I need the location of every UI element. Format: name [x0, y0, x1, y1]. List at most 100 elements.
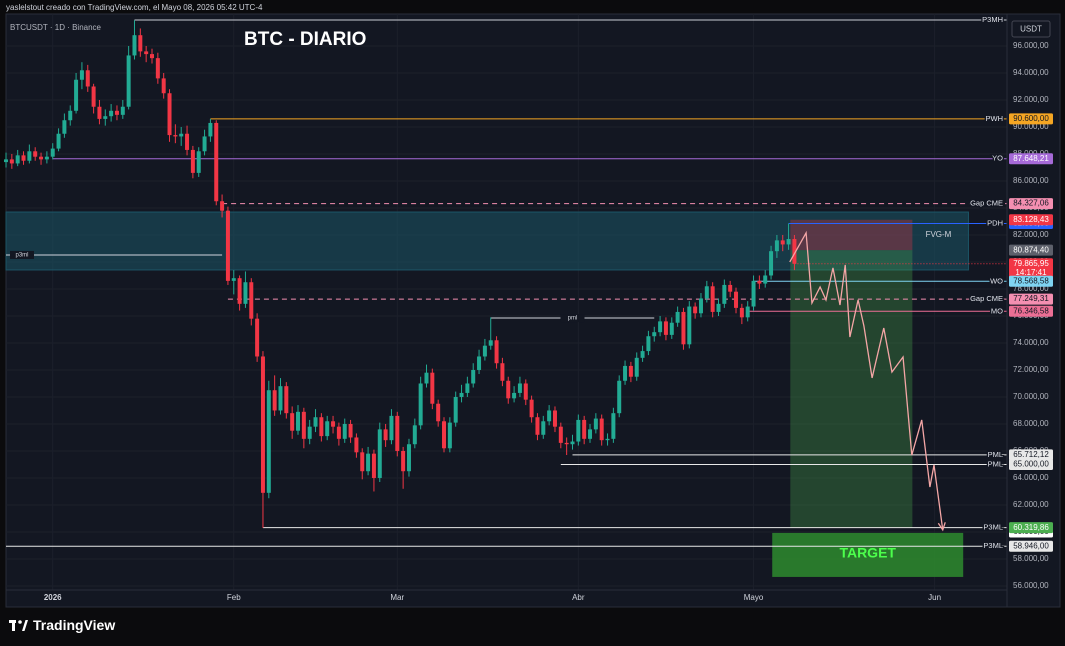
candle-body	[418, 383, 423, 426]
chart-title: BTC - DIARIO	[244, 29, 366, 50]
candle-body	[669, 322, 674, 335]
candle-body	[675, 311, 680, 323]
candle-body	[21, 155, 26, 161]
level-box	[1009, 258, 1053, 279]
candle-body	[225, 210, 230, 281]
candle-body	[307, 426, 312, 439]
footer-brand: TradingView	[33, 617, 115, 633]
candle-body	[208, 122, 213, 137]
x-tick-label: 2026	[44, 593, 62, 602]
price-axis: 56.000,0058.000,0060.000,0062.000,0064.0…	[44, 41, 1053, 602]
candle-body	[272, 390, 277, 411]
level-box	[1009, 153, 1053, 165]
candle-body	[599, 418, 604, 441]
candle-body	[401, 450, 406, 472]
candle-body	[751, 280, 756, 307]
candle-body	[155, 58, 160, 79]
candle-body	[202, 136, 207, 152]
level-label: 76.346,58	[1013, 306, 1049, 315]
candle-body	[611, 413, 616, 439]
y-tick-label: 90.000,00	[1013, 122, 1049, 131]
candle-body	[243, 282, 248, 304]
candle-body	[494, 340, 499, 364]
currency-button[interactable]	[1011, 20, 1051, 38]
level-name: pml	[568, 316, 578, 322]
candle-body	[605, 438, 610, 441]
x-tick-label: Jun	[928, 593, 941, 602]
candle-body	[360, 452, 365, 472]
candle-body	[9, 159, 14, 164]
level-name: Gap CME	[970, 294, 1003, 303]
candle-body	[739, 307, 744, 318]
y-tick-label: 58.000,00	[1013, 554, 1049, 563]
candle-body	[383, 429, 388, 441]
candle-body	[588, 429, 593, 439]
candle-body	[453, 396, 458, 423]
level-label: 58.946,00	[1013, 541, 1049, 550]
y-tick-label: 86.000,00	[1013, 176, 1049, 185]
candle-body	[728, 284, 733, 292]
level-name: PML	[988, 459, 1003, 468]
y-tick-label: 92.000,00	[1013, 95, 1049, 104]
candle-body	[325, 421, 330, 437]
candle-body	[366, 453, 371, 472]
candle-body	[266, 390, 271, 493]
candle-body	[517, 383, 522, 393]
candle-body	[220, 201, 225, 211]
candle-body	[576, 419, 581, 442]
candle-body	[646, 336, 651, 352]
candle-body	[541, 421, 546, 435]
candle-body	[278, 386, 283, 411]
y-tick-label: 70.000,00	[1013, 392, 1049, 401]
level-label: 84.327,06	[1013, 199, 1049, 208]
y-tick-label: 62.000,00	[1013, 500, 1049, 509]
level-label: 79.865,95	[1013, 259, 1049, 268]
candle-body	[722, 284, 727, 304]
level-name: YO	[992, 154, 1003, 163]
candle-body	[44, 156, 49, 160]
candle-body	[377, 429, 382, 478]
candle-body	[185, 133, 190, 150]
candle-body	[190, 149, 195, 173]
y-tick-label: 78.000,00	[1013, 284, 1049, 293]
level-label: 90.600,00	[1013, 114, 1049, 123]
candle-body	[704, 286, 709, 299]
candle-body	[774, 240, 779, 252]
target-box	[772, 532, 964, 577]
candle-body	[430, 372, 435, 404]
candle-body	[477, 356, 482, 370]
level-name: PWH	[986, 114, 1004, 123]
candle-body	[371, 453, 376, 478]
candle-body	[716, 303, 721, 312]
candle-body	[623, 365, 628, 381]
level-box	[1009, 305, 1053, 317]
y-tick-label: 68.000,00	[1013, 419, 1049, 428]
candle-body	[138, 35, 143, 52]
candle-body	[529, 399, 534, 418]
target-label: TARGET	[839, 545, 896, 561]
candle-body	[56, 133, 61, 149]
candle-body	[698, 298, 703, 314]
level-name: P3MH	[982, 15, 1003, 24]
target-zone	[790, 250, 913, 528]
currency[interactable]: USDT	[1020, 25, 1042, 34]
candle-body	[91, 86, 96, 107]
level-name: WO	[990, 276, 1003, 285]
projection-line	[789, 230, 944, 531]
candle-body	[482, 345, 487, 357]
candle-body	[780, 240, 785, 245]
candle-body	[109, 110, 114, 117]
candle-body	[68, 110, 73, 121]
candle-body	[50, 148, 55, 157]
candle-body	[424, 372, 429, 384]
candle-body	[447, 422, 452, 449]
y-tick-label: 82.000,00	[1013, 230, 1049, 239]
candle-body	[640, 351, 645, 358]
y-tick-label: 74.000,00	[1013, 338, 1049, 347]
candle-body	[763, 275, 768, 284]
candle-body	[331, 421, 336, 427]
level-label: 87.648,21	[1013, 154, 1049, 163]
level-name: p3ml	[15, 253, 28, 259]
candle-body	[255, 318, 260, 357]
